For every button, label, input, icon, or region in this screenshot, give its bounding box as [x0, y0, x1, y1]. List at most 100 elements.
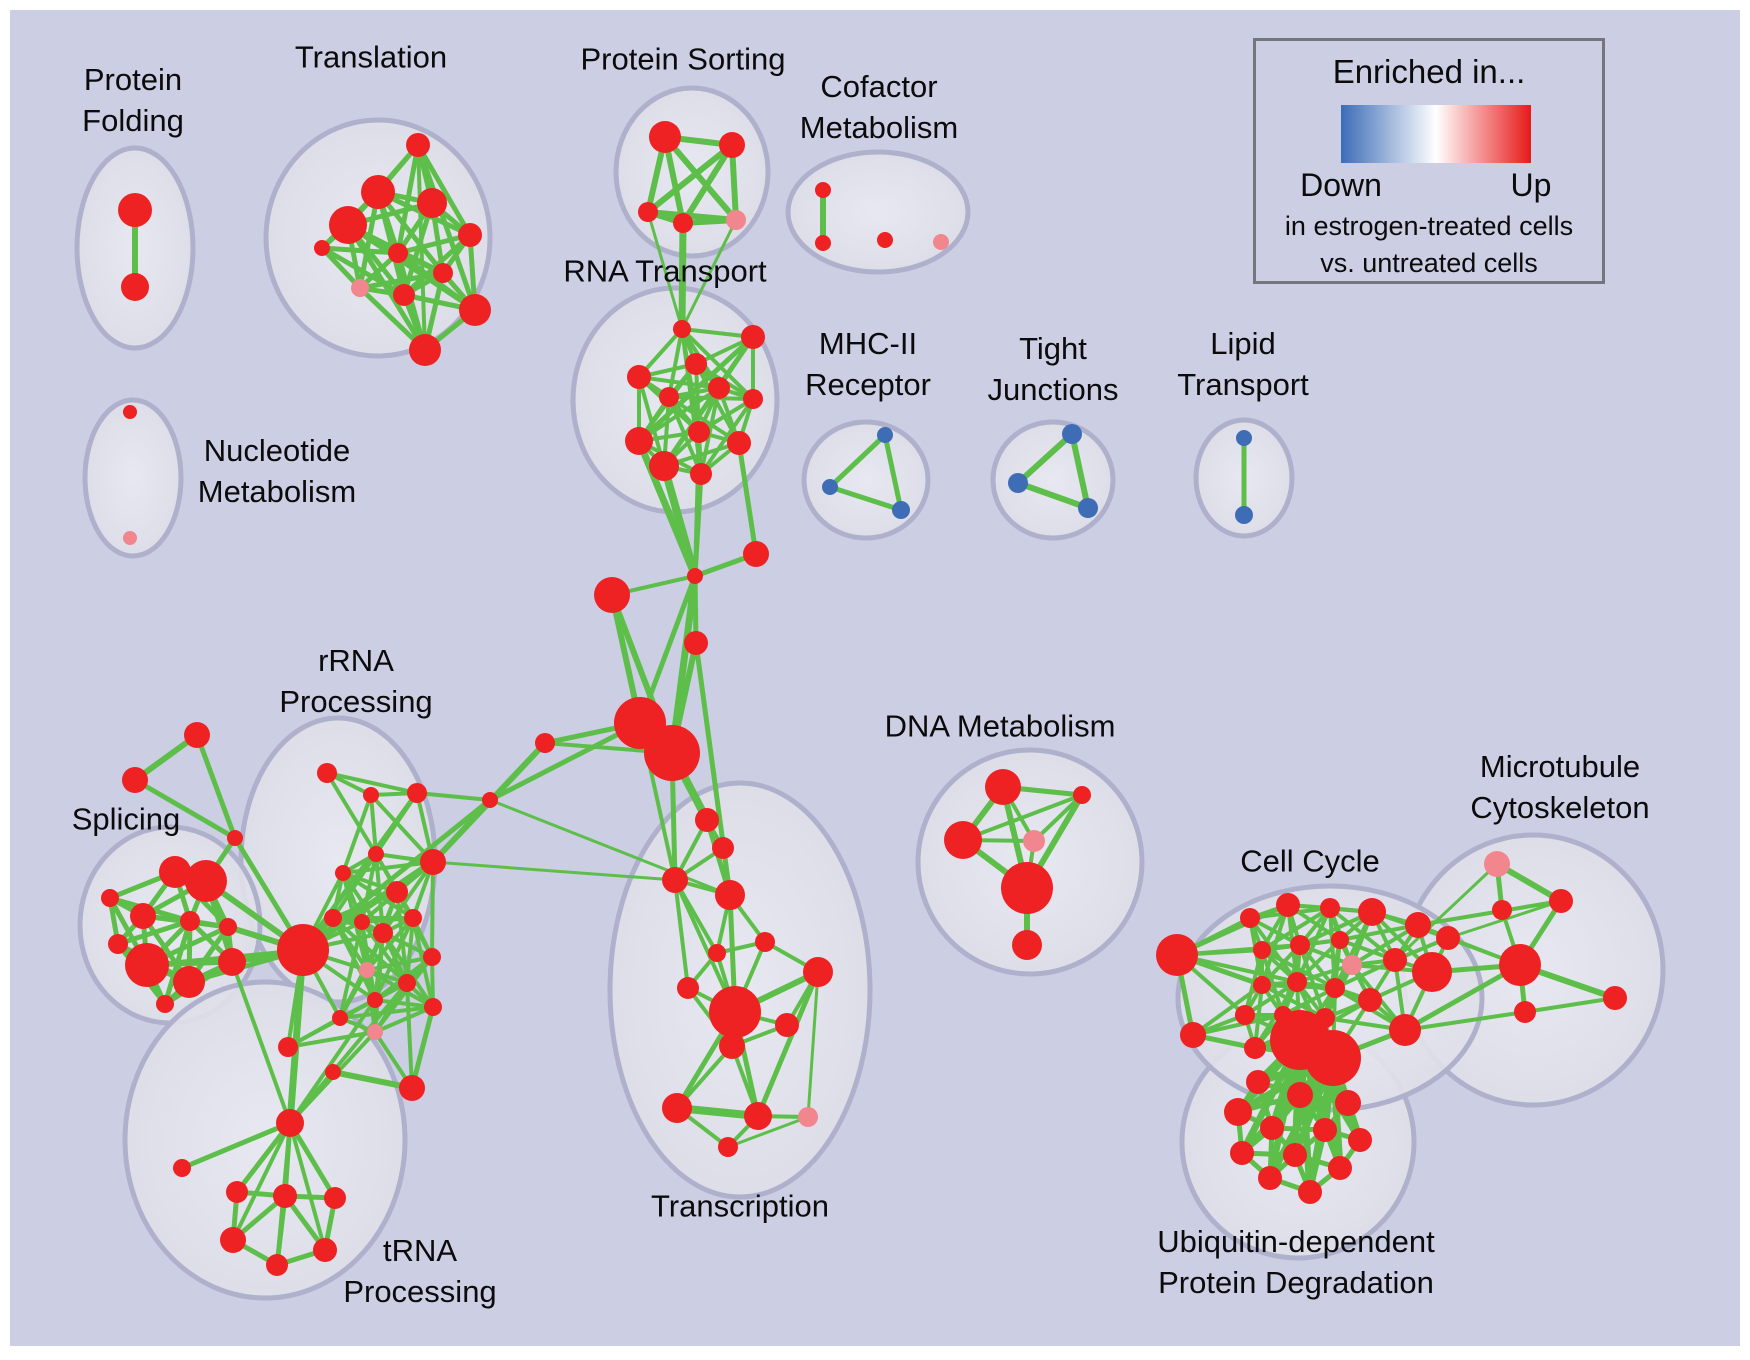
- network-node: [741, 325, 765, 349]
- network-node: [159, 856, 191, 888]
- network-node: [184, 722, 210, 748]
- network-edge: [489, 798, 731, 897]
- network-node: [386, 881, 408, 903]
- network-edge: [962, 793, 1083, 842]
- network-node: [877, 232, 893, 248]
- network-edge: [1192, 1013, 1284, 1037]
- network-node: [1389, 1014, 1421, 1046]
- network-edge: [829, 484, 902, 513]
- network-node: [1325, 978, 1345, 998]
- network-node: [1260, 1116, 1284, 1140]
- network-node: [359, 962, 375, 978]
- network-node: [1224, 1098, 1252, 1126]
- network-node: [659, 387, 679, 407]
- network-node: [324, 909, 342, 927]
- network-edge: [1069, 433, 1091, 509]
- legend-up-label: Up: [1510, 167, 1552, 203]
- network-edge: [374, 998, 434, 1009]
- network-edge: [194, 734, 238, 839]
- network-edge: [287, 1121, 338, 1200]
- network-node: [892, 501, 910, 519]
- network-node: [690, 463, 712, 485]
- network-node: [325, 1064, 341, 1080]
- network-node: [933, 234, 949, 250]
- network-node: [121, 273, 149, 301]
- network-node: [803, 957, 833, 987]
- network-node: [718, 1137, 738, 1157]
- network-node: [122, 767, 148, 793]
- network-node: [708, 944, 726, 962]
- network-node: [1436, 926, 1460, 950]
- network-node: [775, 1013, 799, 1037]
- network-edge: [341, 871, 415, 920]
- network-node: [1348, 1128, 1372, 1152]
- network-node: [1230, 1141, 1254, 1165]
- network-edge: [415, 143, 473, 237]
- network-node: [743, 541, 769, 567]
- network-edge: [331, 916, 409, 985]
- network-node: [276, 1109, 304, 1137]
- network-node: [677, 977, 699, 999]
- network-node: [406, 133, 430, 157]
- network-node: [278, 1037, 298, 1057]
- network-edge: [727, 1115, 809, 1149]
- network-edge: [231, 1122, 292, 1241]
- network-edge: [1261, 983, 1326, 1020]
- network-edge: [133, 777, 237, 841]
- network-node: [743, 389, 763, 409]
- network-node: [407, 783, 427, 803]
- network-node: [1298, 1180, 1322, 1204]
- network-edge: [673, 879, 719, 954]
- cluster-ellipse-trna: [122, 979, 408, 1301]
- network-edge: [373, 955, 434, 1034]
- network-edge: [288, 1122, 327, 1251]
- network-node: [1253, 941, 1271, 959]
- network-edge: [332, 890, 398, 920]
- network-node: [324, 1187, 346, 1209]
- network-edge: [288, 998, 377, 1125]
- network-edge: [680, 327, 755, 401]
- network-node: [1253, 976, 1271, 994]
- network-node: [351, 279, 369, 297]
- network-node: [367, 992, 383, 1008]
- network-node: [1240, 908, 1260, 928]
- network-node: [727, 431, 751, 455]
- network-edge: [1260, 904, 1290, 986]
- network-edge: [432, 860, 676, 882]
- network-node: [662, 867, 688, 893]
- network-edge: [680, 143, 735, 225]
- network-edge: [673, 879, 690, 989]
- network-edge: [646, 211, 684, 330]
- network-node: [649, 451, 679, 481]
- network-edge: [360, 920, 409, 985]
- network-node: [685, 353, 707, 375]
- legend-down-label: Down: [1300, 167, 1382, 203]
- network-node: [367, 1024, 383, 1040]
- network-node: [1603, 986, 1627, 1010]
- network-node: [798, 1107, 818, 1127]
- network-node: [1499, 944, 1541, 986]
- network-node: [424, 998, 442, 1016]
- network-edge: [381, 931, 435, 1009]
- network-edge: [416, 791, 491, 802]
- network-node: [156, 995, 174, 1013]
- network-edge: [755, 971, 821, 1117]
- network-edge: [1016, 480, 1090, 511]
- network-node: [673, 213, 693, 233]
- network-edge: [366, 955, 433, 972]
- network-node: [1236, 430, 1252, 446]
- network-edge: [646, 142, 734, 215]
- network-node: [368, 846, 384, 862]
- network-node: [108, 934, 128, 954]
- network-node: [1180, 1022, 1206, 1048]
- network-edge: [1015, 431, 1075, 486]
- network-node: [1549, 889, 1573, 913]
- network-node: [130, 903, 156, 929]
- network-node: [266, 1254, 288, 1276]
- network-edge: [806, 971, 820, 1118]
- network-node: [1244, 1037, 1266, 1059]
- network-node: [220, 1227, 246, 1253]
- network-edge: [286, 949, 307, 1124]
- network-edge: [320, 246, 362, 290]
- network-edge: [341, 871, 385, 935]
